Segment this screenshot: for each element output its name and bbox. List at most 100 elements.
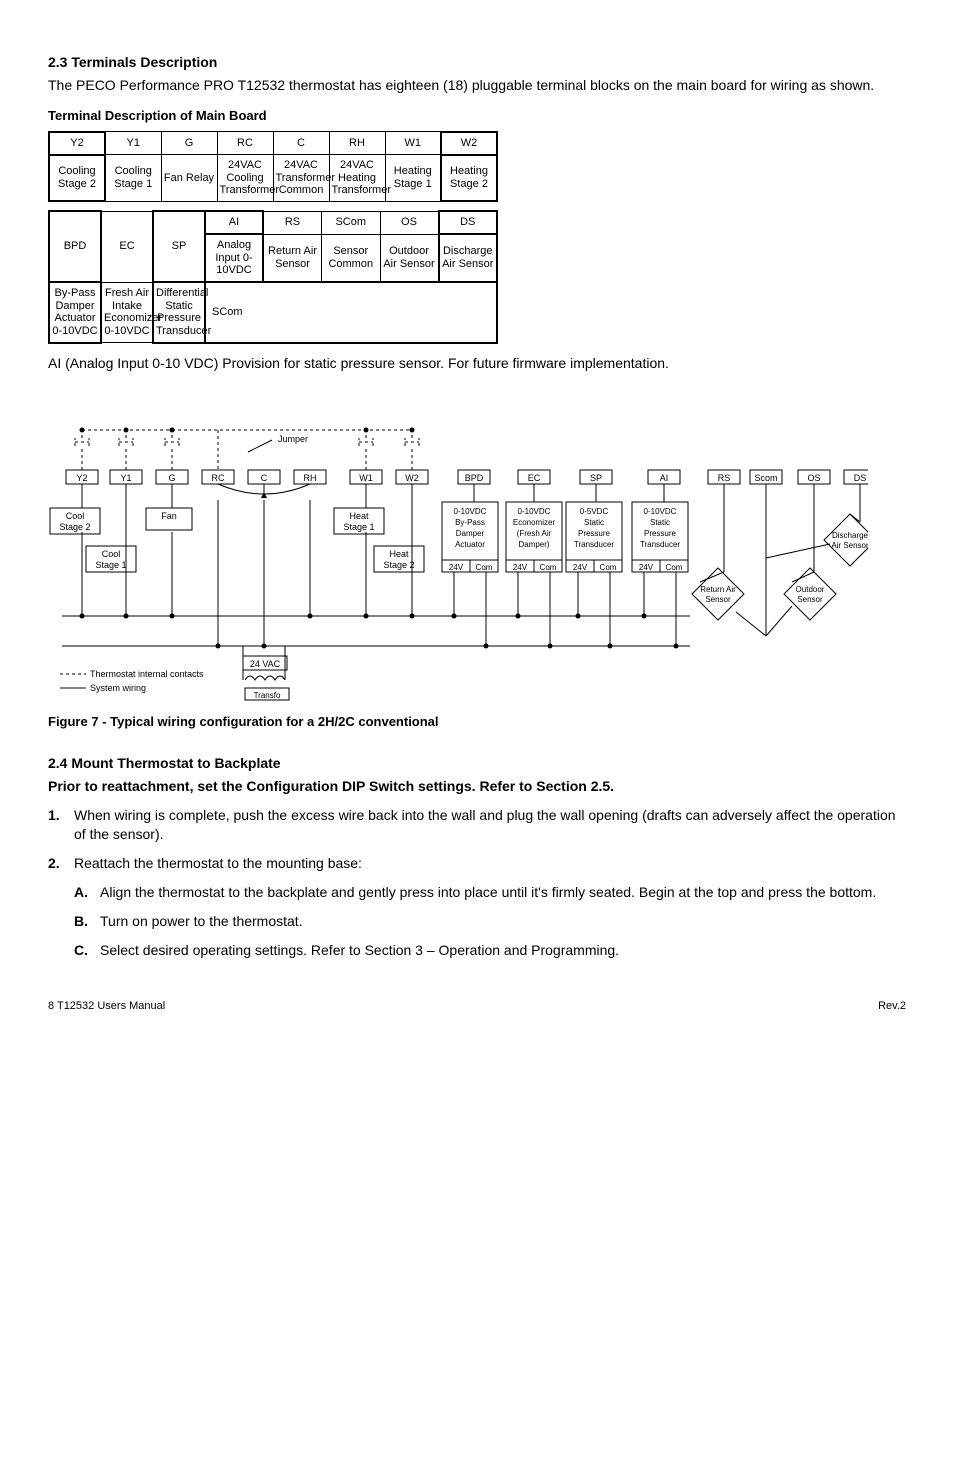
- wiring-figure: Y2Y1GRCCRHW1W2BPDECSPAIRSScomOSDSJumperC…: [48, 398, 906, 708]
- svg-text:SP: SP: [590, 473, 602, 483]
- term-cell: SCom: [322, 211, 381, 234]
- terminal-table-2: BPD EC SP AI RS SCom OS DS Analog Input …: [48, 210, 498, 343]
- svg-text:Static: Static: [650, 518, 670, 527]
- svg-text:Y2: Y2: [76, 473, 87, 483]
- term-cell: RH: [329, 132, 385, 155]
- svg-text:24V: 24V: [513, 563, 528, 572]
- list-item: 2.Reattach the thermostat to the mountin…: [48, 854, 906, 873]
- svg-text:RS: RS: [718, 473, 731, 483]
- svg-text:Damper: Damper: [456, 529, 485, 538]
- svg-text:Static: Static: [584, 518, 604, 527]
- term-cell: 24VAC Heating Transformer: [329, 155, 385, 202]
- term-cell: Fresh Air Intake Economizer 0-10VDC: [101, 282, 153, 343]
- svg-text:Cool: Cool: [66, 511, 85, 521]
- svg-text:DS: DS: [854, 473, 867, 483]
- term-cell: W2: [441, 132, 497, 155]
- svg-text:24V: 24V: [573, 563, 588, 572]
- svg-text:RH: RH: [304, 473, 317, 483]
- wiring-svg: Y2Y1GRCCRHW1W2BPDECSPAIRSScomOSDSJumperC…: [48, 398, 868, 708]
- step-num: 2.: [48, 854, 74, 873]
- term-cell: Cooling Stage 2: [49, 155, 105, 202]
- svg-text:RC: RC: [212, 473, 225, 483]
- svg-text:OS: OS: [807, 473, 820, 483]
- term-cell: Fan Relay: [161, 155, 217, 202]
- svg-text:Damper): Damper): [518, 540, 549, 549]
- svg-text:Outdoor: Outdoor: [796, 585, 825, 594]
- term-cell-scom-label: SCom: [205, 282, 497, 343]
- table-row: By-Pass Damper Actuator 0-10VDC Fresh Ai…: [49, 282, 497, 343]
- term-cell: RS: [263, 211, 322, 234]
- svg-text:Com: Com: [666, 563, 683, 572]
- term-cell: EC: [101, 211, 153, 282]
- term-cell: Sensor Common: [322, 234, 381, 282]
- svg-text:Thermostat internal contacts: Thermostat internal contacts: [90, 669, 204, 679]
- svg-text:Stage 2: Stage 2: [59, 522, 90, 532]
- table-row: Y2 Y1 G RC C RH W1 W2: [49, 132, 497, 155]
- list-item: C.Select desired operating settings. Ref…: [48, 941, 906, 960]
- term-cell: G: [161, 132, 217, 155]
- svg-text:Transfo: Transfo: [254, 691, 281, 700]
- term-cell: Y2: [49, 132, 105, 155]
- term-cell: 24VAC Cooling Transformer: [217, 155, 273, 202]
- svg-text:Return Air: Return Air: [700, 585, 736, 594]
- table-row: BPD EC SP AI RS SCom OS DS: [49, 211, 497, 234]
- step-text: Reattach the thermostat to the mounting …: [74, 854, 906, 873]
- svg-text:Com: Com: [600, 563, 617, 572]
- svg-text:System wiring: System wiring: [90, 683, 146, 693]
- term-cell: By-Pass Damper Actuator 0-10VDC: [49, 282, 101, 343]
- term-cell: DS: [439, 211, 498, 234]
- terminal-table-caption: Terminal Description of Main Board: [48, 108, 906, 123]
- svg-text:24 VAC: 24 VAC: [250, 659, 281, 669]
- svg-text:Pressure: Pressure: [644, 529, 677, 538]
- list-item: B.Turn on power to the thermostat.: [48, 912, 906, 931]
- svg-text:24V: 24V: [449, 563, 464, 572]
- step-num: C.: [74, 941, 100, 960]
- svg-text:Com: Com: [476, 563, 493, 572]
- scom-label: SCom: [212, 306, 243, 318]
- svg-text:0-5VDC: 0-5VDC: [580, 507, 609, 516]
- step-text: Select desired operating settings. Refer…: [100, 941, 906, 960]
- svg-text:Sensor: Sensor: [705, 595, 731, 604]
- term-cell: Cooling Stage 1: [105, 155, 161, 202]
- term-cell: Return Air Sensor: [263, 234, 322, 282]
- svg-text:(Fresh Air: (Fresh Air: [517, 529, 552, 538]
- section-2-4-title: 2.4 Mount Thermostat to Backplate: [48, 755, 906, 771]
- svg-text:BPD: BPD: [465, 473, 484, 483]
- svg-text:By-Pass: By-Pass: [455, 518, 485, 527]
- svg-text:Scom: Scom: [754, 473, 777, 483]
- step-text: Align the thermostat to the backplate an…: [100, 883, 906, 902]
- svg-text:Jumper: Jumper: [278, 434, 308, 444]
- svg-text:W1: W1: [359, 473, 373, 483]
- term-cell: OS: [380, 211, 439, 234]
- section-2-3-title: 2.3 Terminals Description: [48, 54, 906, 70]
- svg-text:Heat: Heat: [389, 549, 409, 559]
- svg-text:Com: Com: [540, 563, 557, 572]
- svg-text:Economizer: Economizer: [513, 518, 556, 527]
- svg-text:0-10VDC: 0-10VDC: [644, 507, 677, 516]
- mount-note: Prior to reattachment, set the Configura…: [48, 777, 906, 796]
- term-cell: Analog Input 0-10VDC: [205, 234, 263, 282]
- footer-right: Rev.2: [878, 1000, 906, 1012]
- term-cell: BPD: [49, 211, 101, 282]
- section-2-4: 2.4 Mount Thermostat to Backplate Prior …: [48, 755, 906, 959]
- svg-text:24V: 24V: [639, 563, 654, 572]
- svg-text:0-10VDC: 0-10VDC: [518, 507, 551, 516]
- term-cell: C: [273, 132, 329, 155]
- step-num: 1.: [48, 806, 74, 844]
- section-2-3-para: The PECO Performance PRO T12532 thermost…: [48, 76, 906, 95]
- section-2-3: 2.3 Terminals Description The PECO Perfo…: [48, 54, 906, 95]
- svg-text:Fan: Fan: [161, 511, 177, 521]
- term-cell: Y1: [105, 132, 161, 155]
- terminal-table: Y2 Y1 G RC C RH W1 W2 Cooling Stage 2 Co…: [48, 131, 498, 203]
- svg-text:Discharge: Discharge: [832, 531, 868, 540]
- svg-text:Sensor: Sensor: [797, 595, 823, 604]
- step-text: When wiring is complete, push the excess…: [74, 806, 906, 844]
- svg-text:AI: AI: [660, 473, 669, 483]
- svg-text:Stage 1: Stage 1: [343, 522, 374, 532]
- svg-text:Y1: Y1: [120, 473, 131, 483]
- table-row: Cooling Stage 2 Cooling Stage 1 Fan Rela…: [49, 155, 497, 202]
- svg-text:Cool: Cool: [102, 549, 121, 559]
- term-cell: Heating Stage 1: [385, 155, 441, 202]
- page-footer: 8 T12532 Users Manual Rev.2: [48, 1000, 906, 1012]
- footer-left: 8 T12532 Users Manual: [48, 1000, 165, 1012]
